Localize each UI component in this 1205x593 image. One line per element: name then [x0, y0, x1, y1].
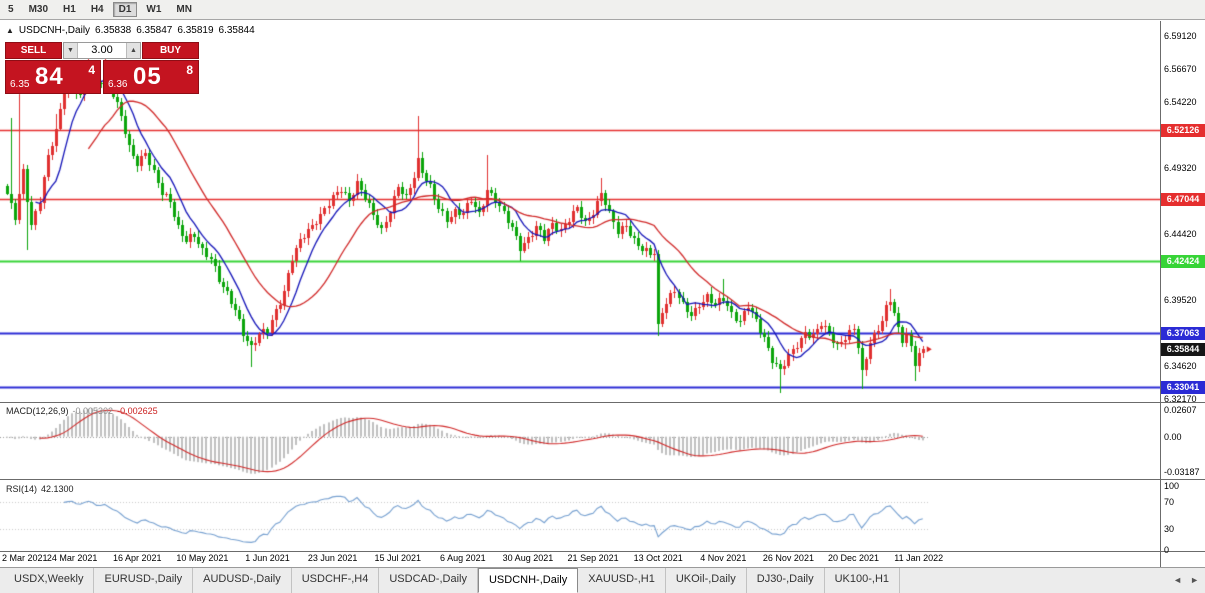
chart-info-header: ▲ USDCNH-,Daily 6.35838 6.35847 6.35819 6.358…: [6, 25, 260, 36]
chart-tab-USDCNH-[interactable]: USDCNH-,Daily: [477, 568, 579, 593]
chart-tab-UKOil-[interactable]: UKOil-,Daily: [666, 568, 747, 593]
macd-axis-max: 0.02607: [1164, 405, 1197, 415]
date-axis-label: 16 Apr 2021: [112, 553, 162, 563]
volume-increase-button[interactable]: ▲: [126, 43, 140, 58]
price-axis-label: 6.56670: [1164, 64, 1197, 75]
macd-indicator-label: MACD(12,26,9) -0.005302 -0.002625: [6, 406, 162, 416]
macd-axis-min: -0.03187: [1164, 467, 1200, 477]
timeframe-button-H1[interactable]: H1: [63, 4, 76, 15]
chart-tab-AUDUSD-[interactable]: AUDUSD-,Daily: [193, 568, 292, 593]
timeframe-toolbar: 5 M30 H1 H4 D1 W1 MN: [0, 0, 1205, 20]
price-tag-6.42424: 6.42424: [1161, 254, 1205, 268]
price-axis-label: 6.54220: [1164, 97, 1197, 108]
ohlc-low: 6.35819: [177, 25, 214, 36]
ask-price-pip-digit: 8: [186, 63, 193, 77]
chart-tab-XAUUSD-[interactable]: XAUUSD-,H1: [578, 568, 666, 593]
macd-title: MACD(12,26,9): [6, 406, 69, 416]
timeframe-button-H4[interactable]: H4: [90, 4, 104, 15]
tab-scroll-controls: ◄ ►: [1170, 574, 1202, 586]
bid-price-big-digits: 84: [35, 63, 64, 90]
bottom-tab-bar: USDX,Weekly EURUSD-,Daily AUDUSD-,Daily USD…: [0, 568, 1205, 593]
price-axis-label: 6.49320: [1164, 162, 1197, 173]
tab-scroll-left-button[interactable]: ◄: [1173, 575, 1183, 585]
timeframe-button-MN[interactable]: MN: [176, 4, 192, 15]
date-axis-label: 30 Aug 2021: [502, 553, 554, 563]
chart-symbol-period: USDCNH-,Daily: [18, 25, 91, 36]
timeframe-button-M30[interactable]: M30: [28, 4, 49, 15]
buy-button[interactable]: BUY: [142, 42, 199, 59]
timeframe-button-5[interactable]: 5: [8, 4, 14, 15]
timeframe-button-W1[interactable]: W1: [146, 4, 162, 15]
dateaxis-tabbar-divider: [0, 567, 1205, 568]
price-axis-divider: [1160, 21, 1161, 567]
ohlc-open: 6.35838: [95, 25, 132, 36]
date-axis-label: 2 Mar 2021: [2, 553, 48, 563]
chart-tab-USDCHF-[interactable]: USDCHF-,H4: [292, 568, 380, 593]
volume-decrease-button[interactable]: ▼: [64, 43, 78, 58]
one-click-toggle-icon[interactable]: ▲: [6, 26, 14, 35]
rsi-panel-canvas: [0, 480, 1161, 551]
bid-price-prefix: 6.35: [10, 79, 30, 90]
price-tag-6.33041: 6.33041: [1161, 381, 1205, 395]
date-axis-label: 11 Jan 2022: [894, 553, 944, 563]
rsi-dateaxis-divider: [0, 551, 1205, 552]
rsi-indicator-label: RSI(14) 42.1300: [6, 484, 78, 494]
one-click-trading-panel: SELL ▼ 3.00 ▲ BUY 6.35 84 4 6.36 05 8: [5, 42, 199, 94]
tab-scroll-right-button[interactable]: ►: [1190, 575, 1199, 585]
rsi-axis-label: 100: [1164, 481, 1180, 491]
price-tag-6.47044: 6.47044: [1161, 192, 1205, 206]
volume-input[interactable]: 3.00: [91, 44, 113, 56]
chart-tab-EURUSD-[interactable]: EURUSD-,Daily: [94, 568, 194, 593]
chart-tab-UK100-[interactable]: UK100-,H1: [825, 568, 901, 593]
price-axis-label: 6.44420: [1164, 228, 1197, 239]
chart-tab-USDX[interactable]: USDX,Weekly: [4, 568, 95, 593]
macd-axis-zero: 0.00: [1164, 431, 1182, 442]
date-axis-label: 26 Nov 2021: [762, 553, 814, 563]
macd-main-value: -0.005302: [72, 406, 114, 416]
sell-button[interactable]: SELL: [5, 42, 62, 59]
rsi-axis-label: 0: [1164, 545, 1170, 555]
date-axis-label: 4 Nov 2021: [700, 553, 747, 563]
date-axis-label: 15 Jul 2021: [374, 553, 421, 563]
ohlc-high: 6.35847: [136, 25, 173, 36]
date-axis-label: 20 Dec 2021: [828, 553, 880, 563]
date-axis-label: 1 Jun 2021: [245, 553, 290, 563]
price-tag-6.52126: 6.52126: [1161, 124, 1205, 138]
chart-tab-DJ30-[interactable]: DJ30-,Daily: [747, 568, 825, 593]
rsi-value: 42.1300: [41, 484, 74, 494]
price-axis-label: 6.59120: [1164, 31, 1197, 42]
macd-rsi-divider: [0, 479, 1205, 480]
rsi-axis-label: 70: [1164, 496, 1175, 507]
price-axis-label: 6.32170: [1164, 393, 1197, 404]
current-price-tag: 6.35844: [1161, 343, 1205, 357]
bid-price-pip-digit: 4: [88, 63, 95, 77]
macd-signal-value: -0.002625: [117, 406, 158, 416]
date-axis-label: 6 Aug 2021: [440, 553, 486, 563]
chart-tab-USDCAD-[interactable]: USDCAD-,Daily: [379, 568, 478, 593]
date-axis-label: 24 Mar 2021: [46, 553, 98, 563]
macd-panel-canvas: [0, 403, 1161, 479]
ask-price-big-digits: 05: [133, 63, 162, 90]
date-axis-label: 23 Jun 2021: [307, 553, 358, 563]
bid-quote-button[interactable]: 6.35 84 4: [5, 60, 101, 94]
timeframe-button-D1[interactable]: D1: [112, 2, 138, 17]
date-axis-label: 21 Sep 2021: [567, 553, 619, 563]
price-tag-6.37063: 6.37063: [1161, 326, 1205, 340]
date-axis-label: 10 May 2021: [176, 553, 229, 563]
rsi-axis-label: 30: [1164, 524, 1175, 535]
volume-box: ▼ 3.00 ▲: [63, 42, 141, 59]
chart-macd-divider: [0, 402, 1205, 403]
ohlc-close: 6.35844: [218, 25, 255, 36]
price-axis-label: 6.39520: [1164, 294, 1197, 305]
ask-price-prefix: 6.36: [108, 79, 128, 90]
rsi-title: RSI(14): [6, 484, 38, 494]
ask-quote-button[interactable]: 6.36 05 8: [103, 60, 199, 94]
price-axis-label: 6.34620: [1164, 360, 1197, 371]
date-axis-label: 13 Oct 2021: [633, 553, 683, 563]
